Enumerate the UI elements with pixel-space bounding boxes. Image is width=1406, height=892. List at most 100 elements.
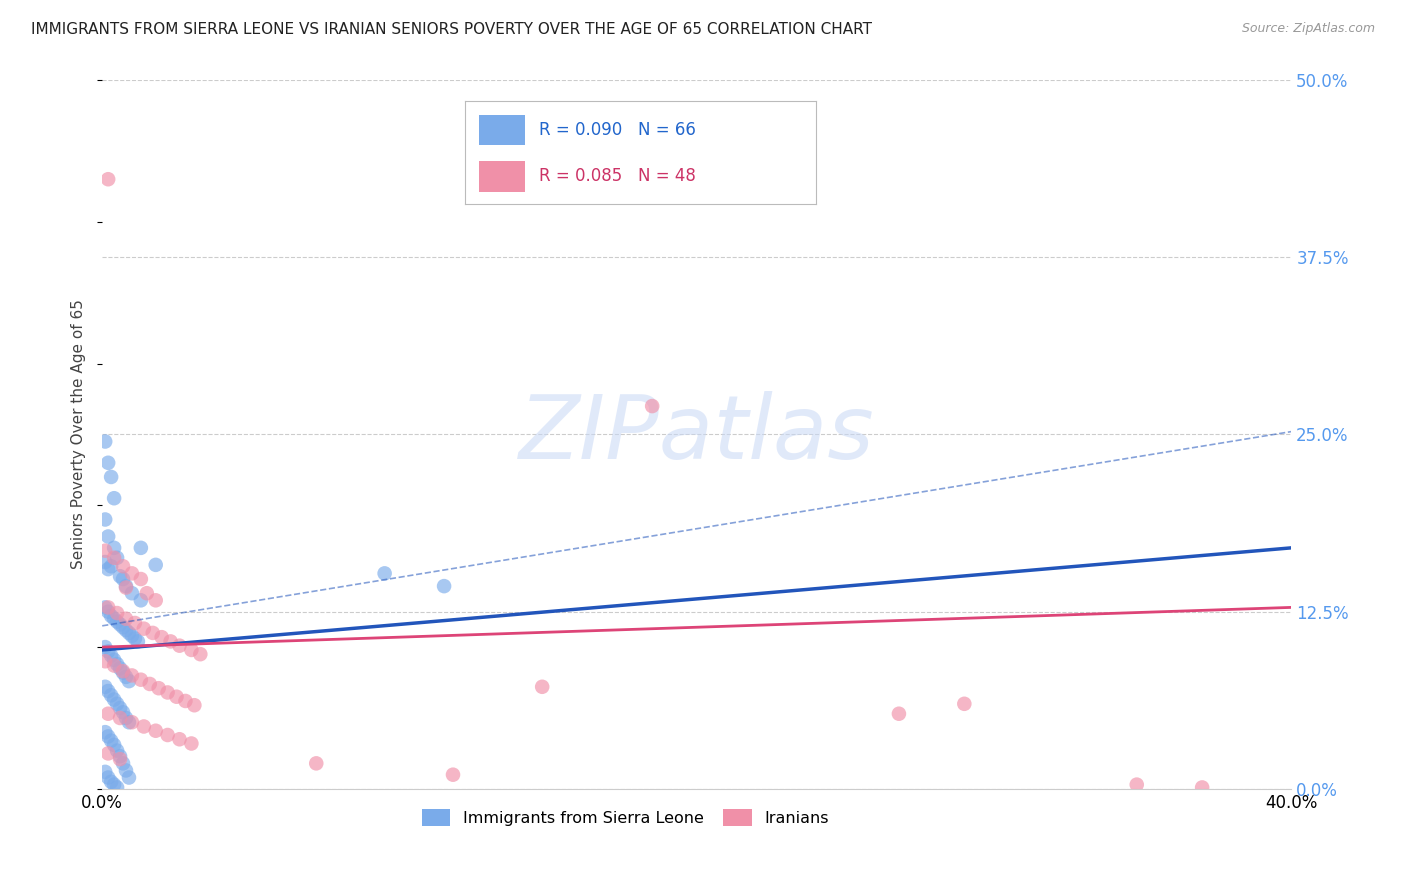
- Point: [174, 694, 197, 708]
- Point: [108, 752, 131, 766]
- Point: [94, 680, 117, 694]
- Point: [94, 434, 117, 449]
- Point: [108, 711, 131, 725]
- Point: [97, 456, 120, 470]
- Point: [305, 756, 328, 771]
- Point: [641, 399, 664, 413]
- Text: IMMIGRANTS FROM SIERRA LEONE VS IRANIAN SENIORS POVERTY OVER THE AGE OF 65 CORRE: IMMIGRANTS FROM SIERRA LEONE VS IRANIAN …: [31, 22, 872, 37]
- Point: [100, 559, 122, 574]
- Point: [111, 559, 134, 574]
- Point: [441, 767, 464, 781]
- Point: [103, 738, 125, 752]
- Y-axis label: Seniors Poverty Over the Age of 65: Seniors Poverty Over the Age of 65: [72, 300, 86, 569]
- Point: [111, 572, 134, 586]
- Point: [108, 701, 131, 715]
- Point: [94, 512, 117, 526]
- Point: [97, 747, 120, 761]
- Point: [159, 634, 181, 648]
- Point: [100, 470, 122, 484]
- Point: [97, 706, 120, 721]
- Point: [103, 653, 125, 667]
- Point: [105, 697, 128, 711]
- Point: [97, 605, 120, 619]
- Point: [105, 550, 128, 565]
- Point: [121, 629, 143, 643]
- Point: [887, 706, 910, 721]
- Point: [115, 612, 138, 626]
- Point: [97, 172, 120, 186]
- Point: [97, 771, 120, 785]
- Point: [121, 715, 143, 730]
- Point: [111, 620, 134, 634]
- Text: Source: ZipAtlas.com: Source: ZipAtlas.com: [1241, 22, 1375, 36]
- Point: [145, 593, 167, 607]
- Point: [1125, 778, 1147, 792]
- Point: [105, 657, 128, 672]
- Point: [139, 677, 162, 691]
- Point: [97, 562, 120, 576]
- Point: [188, 647, 211, 661]
- Point: [135, 586, 157, 600]
- Point: [94, 640, 117, 654]
- Point: [531, 680, 554, 694]
- Point: [103, 778, 125, 792]
- Point: [97, 600, 120, 615]
- Point: [103, 612, 125, 626]
- Point: [103, 692, 125, 706]
- Point: [97, 644, 120, 658]
- Point: [129, 673, 152, 687]
- Point: [115, 623, 138, 637]
- Point: [169, 639, 191, 653]
- Point: [105, 743, 128, 757]
- Point: [150, 630, 173, 644]
- Point: [115, 579, 138, 593]
- Point: [121, 566, 143, 581]
- Point: [108, 617, 131, 632]
- Point: [115, 581, 138, 595]
- Point: [97, 529, 120, 543]
- Point: [374, 566, 396, 581]
- Point: [105, 780, 128, 795]
- Point: [108, 661, 131, 675]
- Point: [100, 733, 122, 747]
- Point: [121, 668, 143, 682]
- Point: [124, 615, 146, 630]
- Point: [953, 697, 976, 711]
- Point: [115, 764, 138, 778]
- Point: [145, 558, 167, 572]
- Point: [115, 670, 138, 684]
- Point: [103, 658, 125, 673]
- Point: [115, 711, 138, 725]
- Point: [105, 606, 128, 620]
- Point: [103, 541, 125, 555]
- Point: [111, 706, 134, 720]
- Point: [100, 774, 122, 789]
- Point: [129, 541, 152, 555]
- Point: [183, 698, 205, 713]
- Point: [166, 690, 188, 704]
- Point: [94, 764, 117, 779]
- Point: [118, 674, 141, 689]
- Point: [127, 634, 149, 648]
- Point: [105, 615, 128, 629]
- Point: [180, 737, 202, 751]
- Point: [103, 550, 125, 565]
- Point: [100, 648, 122, 663]
- Point: [433, 579, 456, 593]
- Point: [97, 684, 120, 698]
- Point: [148, 681, 170, 696]
- Point: [129, 572, 152, 586]
- Text: ZIPatlas: ZIPatlas: [519, 392, 875, 477]
- Point: [100, 688, 122, 702]
- Point: [108, 749, 131, 764]
- Point: [121, 586, 143, 600]
- Point: [97, 730, 120, 744]
- Point: [169, 732, 191, 747]
- Point: [94, 555, 117, 569]
- Point: [124, 632, 146, 646]
- Point: [156, 685, 179, 699]
- Point: [108, 569, 131, 583]
- Point: [118, 715, 141, 730]
- Point: [111, 756, 134, 771]
- Point: [118, 626, 141, 640]
